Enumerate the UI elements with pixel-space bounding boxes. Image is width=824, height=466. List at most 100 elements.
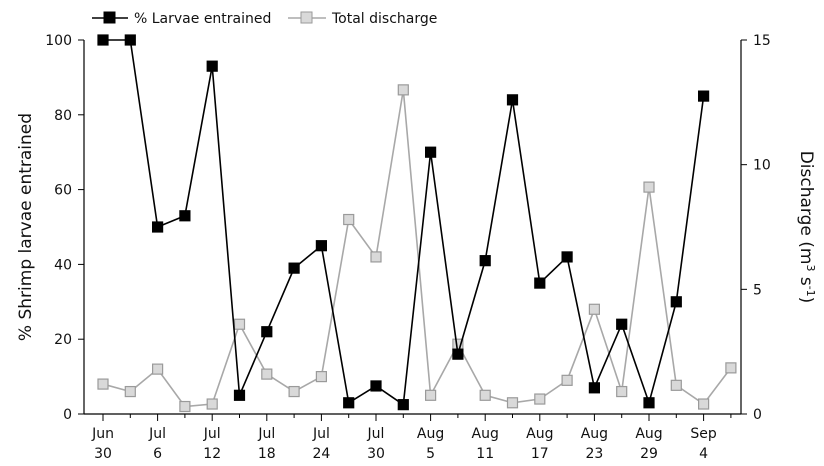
discharge-point [288, 385, 300, 398]
larvae-point [179, 210, 191, 222]
x-tick-label-month: Jul [203, 426, 221, 442]
discharge-point [206, 398, 218, 410]
discharge-point [670, 379, 682, 391]
x-tick-label-month: Sep [690, 426, 717, 442]
larvae-point [261, 326, 273, 338]
discharge-point [124, 385, 136, 398]
legend-label-larvae: % Larvae entrained [134, 11, 271, 27]
discharge-point [343, 213, 355, 226]
x-tick-label-month: Aug [581, 426, 608, 442]
larvae-point [670, 296, 682, 308]
legend-entry-discharge: Total discharge [288, 11, 437, 27]
x-tick-label-month: Jul [257, 426, 275, 442]
x-tick-label-day: 5 [426, 446, 435, 462]
y-tick-label-left: 60 [54, 183, 72, 199]
legend: % Larvae entrained Total discharge [92, 11, 437, 27]
discharge-point [261, 368, 273, 380]
y-axis-right-title-end: ) [796, 297, 816, 304]
x-tick-label-month: Jul [367, 426, 385, 442]
x-tick-label-day: 24 [312, 446, 330, 462]
y-tick-label-left: 0 [63, 407, 72, 423]
x-tick-label-day: 4 [699, 446, 708, 462]
discharge-point [725, 362, 737, 374]
larvae-point [124, 34, 136, 46]
larvae-point [616, 318, 628, 330]
y-axis-right-title: Discharge (m3 s-1) [796, 151, 818, 304]
larvae-point [206, 60, 218, 72]
discharge-point [233, 318, 246, 330]
y-tick-label-right: 5 [753, 282, 762, 298]
larvae-point [152, 221, 164, 233]
y-axis-left-title: % Shrimp larvae entrained [16, 113, 36, 341]
larvae-point [315, 240, 327, 252]
x-tick-label-day: 30 [94, 446, 112, 462]
x-tick-label-month: Aug [635, 426, 662, 442]
discharge-point [425, 389, 437, 401]
y-tick-label-left: 20 [54, 332, 72, 348]
x-tick-label-day: 18 [258, 446, 276, 462]
y-axis-right-title-main: Discharge (m [796, 151, 816, 265]
larvae-point [506, 94, 519, 106]
x-tick-label-month: Jul [312, 426, 330, 442]
larvae-point [697, 90, 710, 102]
legend-marker-larvae [103, 11, 116, 24]
discharge-point [315, 371, 327, 383]
x-tick-label-month: Aug [526, 426, 553, 442]
discharge-point [506, 397, 519, 409]
larvae-point [343, 397, 355, 409]
x-tick-label-month: Aug [472, 426, 499, 442]
y-axis-right-title-sup1: 3 [805, 264, 818, 271]
discharge-point [370, 251, 382, 263]
y-tick-label-right: 10 [753, 158, 771, 174]
x-tick-label-day: 11 [476, 446, 494, 462]
legend-marker-discharge [300, 11, 313, 24]
larvae-point [397, 399, 409, 411]
larvae-point [452, 348, 464, 360]
legend-entry-larvae: % Larvae entrained [92, 11, 271, 27]
larvae-point [534, 277, 546, 289]
y-tick-label-right: 15 [753, 33, 771, 49]
x-ticks: Jun 30 Jul 6 Jul 12 Jul 18 Jul 24 Jul 30 Aug 5 Aug 11 Au… [91, 414, 732, 462]
y-ticks-right: 0 5 10 15 [741, 33, 771, 423]
larvae-point [425, 146, 437, 158]
larvae-point [233, 389, 246, 401]
discharge-point [616, 385, 628, 398]
y-axis-right-title-sup2: -1 [805, 286, 818, 297]
discharge-point [588, 303, 601, 315]
x-tick-label-day: 12 [203, 446, 221, 462]
larvae-point [479, 255, 491, 267]
y-tick-label-right: 0 [753, 407, 762, 423]
discharge-point [561, 374, 573, 386]
y-tick-label-left: 100 [45, 33, 72, 49]
y-ticks-left: 0 20 40 60 80 100 [45, 33, 84, 423]
discharge-point [397, 84, 409, 96]
larvae-point [288, 262, 300, 274]
larvae-point [588, 382, 601, 394]
y-tick-label-left: 80 [54, 108, 72, 124]
discharge-point [479, 389, 491, 401]
discharge-point [179, 400, 191, 413]
x-tick-label-day: 17 [531, 446, 549, 462]
larvae-point [561, 251, 573, 263]
discharge-point [697, 398, 710, 410]
x-tick-label-day: 29 [640, 446, 658, 462]
series-total-discharge [97, 84, 737, 413]
larvae-point [97, 34, 109, 46]
discharge-point [152, 363, 164, 375]
x-tick-label-day: 23 [585, 446, 603, 462]
discharge-point [97, 378, 109, 390]
series-larvae-entrained [97, 34, 710, 411]
y-tick-label-left: 40 [54, 257, 72, 273]
larvae-point [643, 397, 655, 409]
y-axis-right-title-mid: s [796, 271, 816, 285]
x-tick-label-month: Aug [417, 426, 444, 442]
x-tick-label-month: Jul [148, 426, 166, 442]
larvae-point [370, 380, 382, 392]
x-tick-label-month: Jun [91, 426, 114, 442]
x-tick-label-day: 6 [153, 446, 162, 462]
x-tick-label-day: 30 [367, 446, 385, 462]
discharge-line [102, 89, 732, 408]
discharge-point [534, 393, 546, 405]
discharge-point [643, 181, 655, 193]
